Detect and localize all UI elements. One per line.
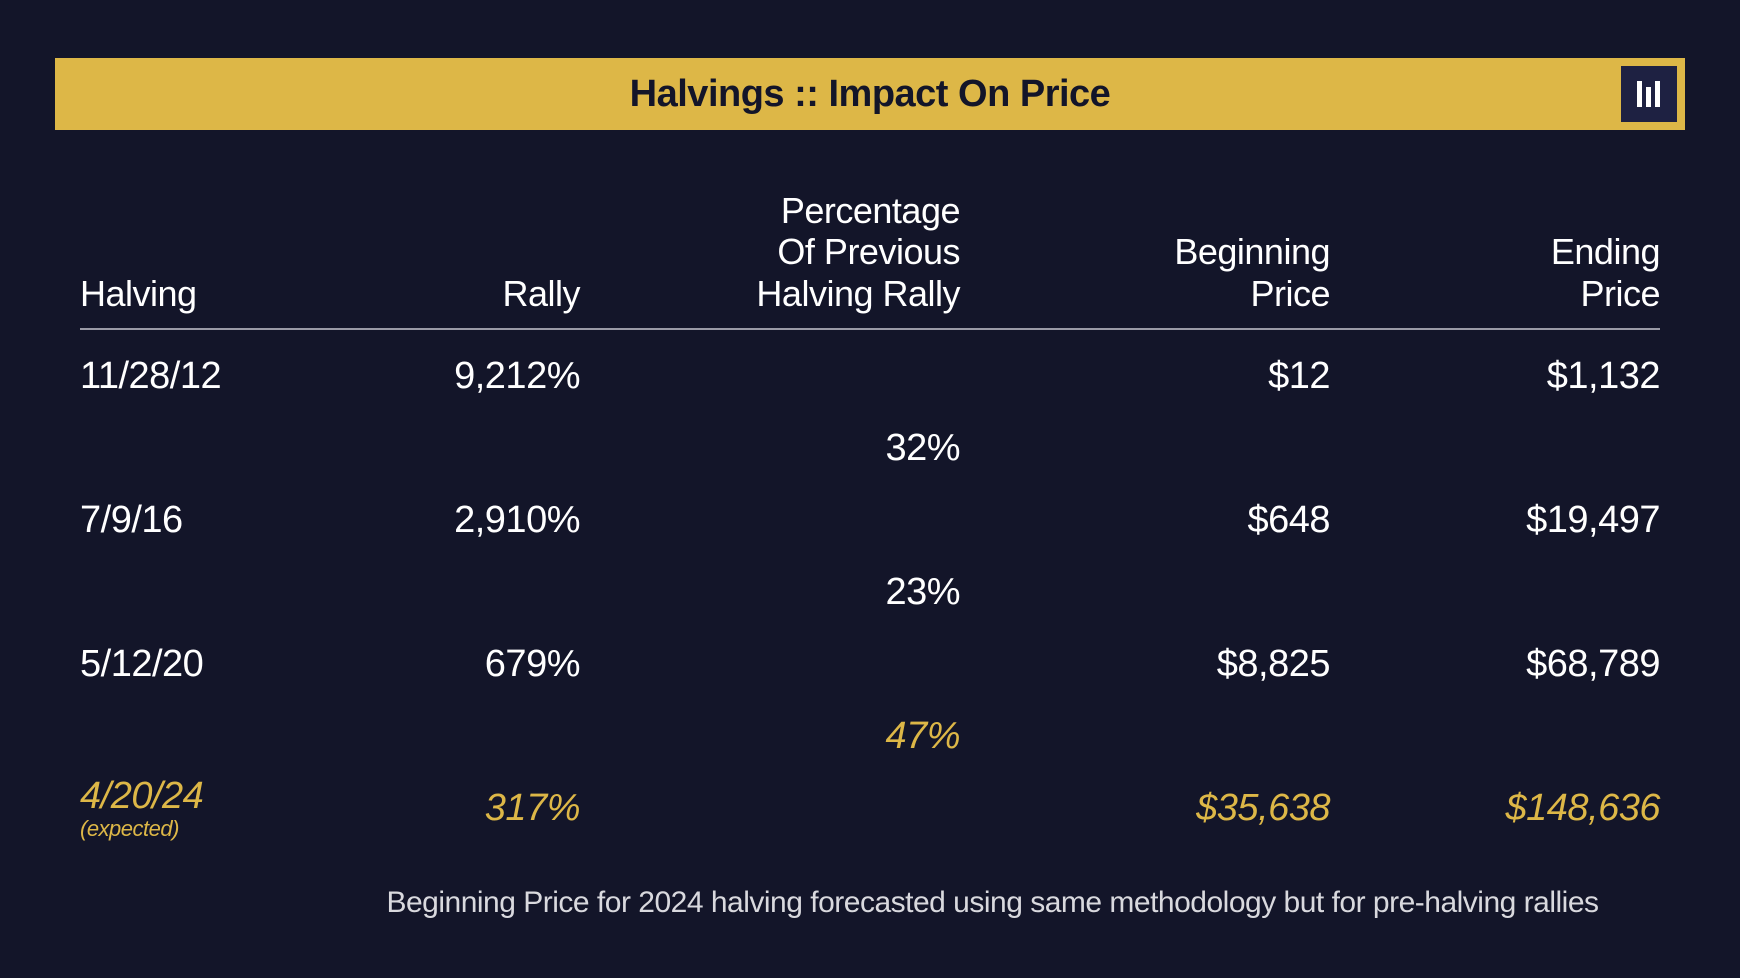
logo-box	[1621, 66, 1677, 122]
cell-rally: 2,910%	[350, 499, 610, 542]
cell-pct: 32%	[610, 427, 990, 470]
cell-rally: 9,212%	[350, 355, 610, 398]
cell-halving: 11/28/12	[80, 355, 350, 398]
cell-rally: 317%	[350, 787, 610, 830]
cell-rally: 679%	[350, 643, 610, 686]
cell-halving: 4/20/24 (expected)	[80, 777, 350, 840]
cell-end: $68,789	[1330, 643, 1660, 686]
table-row: 11/28/12 9,212% $12 $1,132	[80, 330, 1660, 422]
cell-begin: $12	[990, 355, 1330, 398]
cell-halving-date: 4/20/24	[80, 777, 350, 817]
cell-begin: $648	[990, 499, 1330, 542]
col-header-pct: PercentageOf PreviousHalving Rally	[610, 190, 990, 314]
cell-end: $19,497	[1330, 499, 1660, 542]
footnote: Beginning Price for 2024 halving forecas…	[0, 886, 1685, 920]
cell-pct: 47%	[610, 715, 990, 758]
cell-halving-sublabel: (expected)	[80, 817, 350, 840]
halvings-table: Halving Rally PercentageOf PreviousHalvi…	[80, 190, 1660, 854]
pantera-logo-icon	[1632, 77, 1666, 111]
table-row: 5/12/20 679% $8,825 $68,789	[80, 618, 1660, 710]
cell-begin: $8,825	[990, 643, 1330, 686]
table-row: 4/20/24 (expected) 317% $35,638 $148,636	[80, 762, 1660, 854]
cell-end: $148,636	[1330, 787, 1660, 830]
cell-halving: 5/12/20	[80, 643, 350, 686]
table-mid-row: 47%	[80, 710, 1660, 762]
page-title: Halvings :: Impact On Price	[630, 73, 1111, 116]
cell-pct: 23%	[610, 571, 990, 614]
table-row: 7/9/16 2,910% $648 $19,497	[80, 474, 1660, 566]
col-header-halving: Halving	[80, 273, 350, 314]
cell-begin: $35,638	[990, 787, 1330, 830]
col-header-rally: Rally	[350, 273, 610, 314]
table-header-row: Halving Rally PercentageOf PreviousHalvi…	[80, 190, 1660, 330]
cell-halving: 7/9/16	[80, 499, 350, 542]
cell-end: $1,132	[1330, 355, 1660, 398]
col-header-end: EndingPrice	[1330, 231, 1660, 314]
table-mid-row: 23%	[80, 566, 1660, 618]
title-bar: Halvings :: Impact On Price	[55, 58, 1685, 130]
table-mid-row: 32%	[80, 422, 1660, 474]
col-header-begin: BeginningPrice	[990, 231, 1330, 314]
